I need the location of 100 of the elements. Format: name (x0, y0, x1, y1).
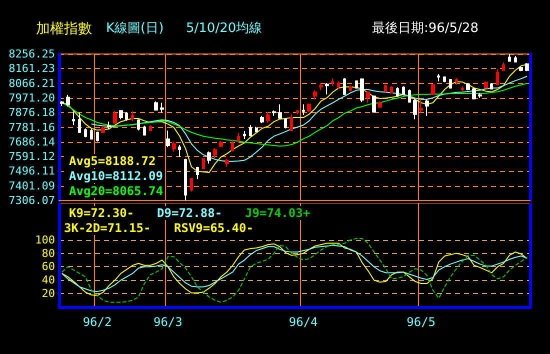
chart-title: 加權指數 (36, 21, 92, 37)
candlestick (72, 111, 75, 126)
candlestick (196, 166, 199, 180)
candlestick (437, 74, 440, 82)
candlestick (455, 78, 458, 86)
candlestick (313, 90, 317, 100)
candlestick (113, 110, 117, 124)
candlestick (302, 104, 305, 116)
candlestick (360, 78, 364, 103)
candlestick (137, 118, 140, 131)
candlestick (213, 148, 217, 158)
candlestick (343, 78, 346, 96)
candlestick (331, 78, 334, 87)
candlestick (425, 98, 429, 116)
candlestick (149, 124, 152, 132)
line-series (61, 82, 528, 147)
candlestick (260, 115, 264, 124)
y-tick-label: 7686.14 (8, 135, 56, 148)
candlestick (255, 126, 258, 133)
candlestick (184, 158, 187, 201)
annotation: 3K-2D=71.15- (64, 221, 151, 235)
text: K9=72.30- (69, 206, 134, 220)
candlestick (402, 86, 405, 96)
candlestick (449, 78, 452, 90)
candlestick (202, 157, 205, 170)
candlestick (378, 100, 382, 108)
candlestick (431, 83, 435, 96)
candlestick (413, 98, 417, 120)
candlestick (296, 110, 299, 115)
y-tick-label: 60 (42, 260, 55, 274)
y-tick-label: 7876.18 (8, 106, 55, 120)
candlestick (219, 140, 223, 148)
text: 最後日期:96/5/28 (372, 21, 478, 36)
candlestick (266, 112, 270, 123)
candlestick (66, 94, 70, 108)
candlestick (349, 85, 352, 92)
y-tick-label: 7401.09 (8, 179, 55, 192)
candlestick (160, 102, 164, 114)
text: Avg20=8065.74 (69, 184, 163, 198)
annotation: RSV9=65.40- (174, 221, 254, 235)
candlestick (514, 56, 517, 64)
candlestick (366, 90, 370, 104)
x-tick-label: 96/4 (288, 315, 318, 329)
line-series (61, 64, 528, 173)
text: J9=74.03+ (245, 206, 310, 220)
candlestick (143, 125, 146, 136)
text: D9=72.88- (157, 206, 222, 220)
y-tick-label: 7496.11 (8, 164, 55, 178)
x-tick-label: 96/3 (153, 315, 182, 329)
candlestick (101, 125, 105, 134)
candlestick (466, 82, 470, 91)
candlestick (125, 112, 128, 122)
candlestick (190, 177, 193, 192)
text: Avg5=8188.72 (69, 154, 156, 168)
text: 5/10/20均線 (186, 21, 262, 36)
candlestick (96, 131, 99, 142)
candlestick (384, 84, 387, 93)
candlestick (84, 128, 87, 138)
candlestick (119, 110, 123, 120)
candlestick (231, 139, 234, 152)
candlestick (508, 54, 511, 62)
candlestick (461, 86, 464, 93)
candlestick (396, 86, 399, 98)
y-tick-label: 80 (42, 246, 55, 260)
candlestick (278, 104, 282, 120)
candlestick (284, 118, 287, 129)
y-tick-label: 8066.21 (8, 76, 55, 90)
candlestick (107, 121, 111, 130)
text: Avg10=8112.09 (69, 169, 163, 183)
candlestick (60, 100, 64, 106)
candlestick (307, 103, 311, 113)
candlestick (408, 89, 411, 104)
candlestick (207, 150, 211, 164)
candlestick (243, 130, 246, 140)
candlestick (325, 82, 329, 95)
candlestick (496, 68, 499, 86)
candlestick (131, 110, 134, 122)
candlestick (172, 141, 176, 152)
candlestick (290, 114, 293, 132)
candlestick (443, 76, 446, 83)
candlestick (525, 62, 529, 72)
candlestick (154, 100, 158, 112)
candlestick (319, 82, 323, 91)
y-tick-label: 8161.23 (8, 62, 55, 76)
x-tick-label: 96/5 (406, 315, 436, 329)
candlestick (502, 62, 505, 72)
y-tick-label: 40 (42, 274, 55, 287)
y-tick-label: 7306.07 (8, 194, 55, 207)
y-tick-label: 7971.20 (8, 91, 55, 104)
y-tick-label: 7591.12 (8, 150, 55, 164)
candlestick (237, 132, 240, 144)
y-tick-label: 7781.16 (8, 120, 55, 134)
candlestick (249, 124, 252, 137)
candlestick (178, 144, 181, 158)
candlestick (337, 80, 340, 90)
y-tick-label: 8256.25 (8, 48, 55, 60)
candlestick (478, 92, 482, 98)
chart-subtitle: K線圖(日) (106, 21, 164, 36)
candlestick (355, 80, 358, 90)
candlestick (272, 110, 276, 116)
